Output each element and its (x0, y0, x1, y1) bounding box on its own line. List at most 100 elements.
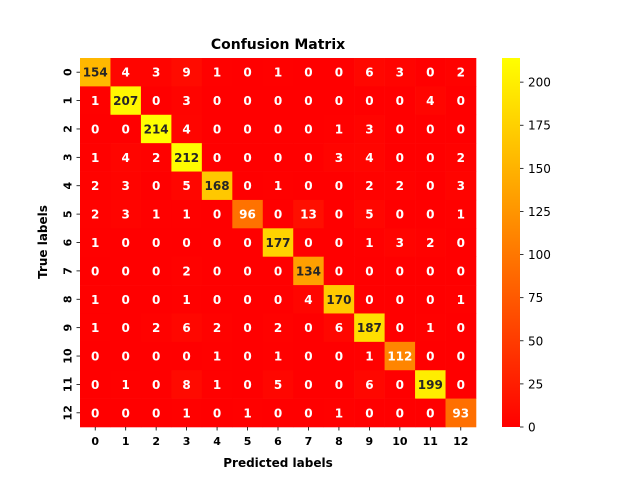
x-tick-label-0: 0 (91, 435, 99, 448)
cell-value-0-3: 9 (182, 66, 190, 80)
heatmap-cell-4-9 (354, 171, 385, 201)
heatmap-cell-0-11 (415, 58, 446, 87)
y-tick-label-1: 1 (62, 97, 75, 105)
heatmap-cell-9-11 (415, 313, 446, 343)
heatmap-cell-10-2 (140, 341, 172, 371)
cell-value-12-11: 0 (426, 406, 434, 420)
cell-value-5-12: 1 (457, 208, 465, 222)
cell-value-3-9: 4 (365, 151, 373, 165)
cell-value-12-8: 1 (335, 406, 343, 420)
cell-value-2-9: 3 (365, 122, 373, 136)
cell-value-11-9: 6 (365, 378, 373, 392)
colorbar-tick-label-150: 150 (528, 162, 551, 176)
heatmap-cell-0-7 (293, 58, 324, 87)
heatmap-cell-2-12 (445, 114, 477, 144)
heatmap-cell-9-0 (80, 313, 111, 343)
heatmap-cell-0-6 (262, 58, 294, 87)
heatmap-cell-10-6 (262, 341, 294, 371)
heatmap-cell-5-2 (140, 199, 172, 229)
heatmap-cell-8-12 (445, 285, 477, 314)
y-tick-label-9: 9 (62, 324, 75, 332)
heatmap-cell-12-3 (171, 398, 203, 428)
cell-value-10-7: 0 (304, 350, 312, 364)
cell-value-5-10: 0 (396, 208, 404, 222)
heatmap-cell-3-7 (293, 143, 324, 172)
cell-value-6-11: 2 (426, 236, 434, 250)
colorbar-tick-label-125: 125 (528, 205, 551, 219)
cell-value-3-12: 2 (457, 151, 465, 165)
cell-value-9-12: 0 (457, 321, 465, 335)
y-tick-label-7: 7 (62, 267, 75, 275)
cell-value-3-0: 1 (91, 151, 99, 165)
heatmap-cell-0-3 (171, 58, 203, 87)
cell-value-4-3: 5 (182, 179, 190, 193)
cell-value-7-9: 0 (365, 264, 373, 278)
cell-value-2-5: 0 (243, 122, 251, 136)
cell-value-12-5: 1 (243, 406, 251, 420)
heatmap-cell-2-0 (80, 114, 111, 144)
cell-value-3-10: 0 (396, 151, 404, 165)
y-tick-label-2: 2 (62, 125, 75, 133)
heatmap-cell-4-4 (201, 171, 233, 201)
cell-value-5-8: 0 (335, 208, 343, 222)
cell-value-2-10: 0 (396, 122, 404, 136)
heatmap-cell-3-6 (262, 143, 294, 172)
heatmap-cell-3-10 (384, 143, 416, 172)
heatmap-cell-10-4 (201, 341, 233, 371)
y-tick-label-11: 11 (62, 377, 75, 392)
heatmap-cell-6-3 (171, 228, 203, 257)
heatmap-cell-9-1 (110, 313, 142, 343)
cell-value-7-11: 0 (426, 264, 434, 278)
cell-value-5-3: 1 (182, 208, 190, 222)
heatmap-cell-2-4 (201, 114, 233, 144)
cell-value-10-2: 0 (152, 350, 160, 364)
heatmap-cell-10-3 (171, 341, 203, 371)
cell-value-0-8: 0 (335, 66, 343, 80)
heatmap-cell-0-9 (354, 58, 385, 87)
cell-value-5-4: 0 (213, 208, 221, 222)
colorbar-tick-label-75: 75 (528, 291, 543, 305)
heatmap-cell-11-9 (354, 370, 385, 399)
heatmap-cell-1-8 (323, 86, 355, 116)
heatmap-cell-1-10 (384, 86, 416, 116)
heatmap-cell-11-6 (262, 370, 294, 399)
cell-value-5-0: 2 (91, 208, 99, 222)
cell-value-5-5: 96 (239, 208, 256, 222)
x-tick-label-6: 6 (274, 435, 282, 448)
cell-value-9-3: 6 (182, 321, 190, 335)
heatmap-cell-5-3 (171, 199, 203, 229)
heatmap-cell-1-3 (171, 86, 203, 116)
heatmap-cell-5-5 (232, 199, 264, 229)
cell-value-6-10: 3 (396, 236, 404, 250)
heatmap-cell-2-9 (354, 114, 385, 144)
cell-value-11-5: 0 (243, 378, 251, 392)
heatmap-cell-1-7 (293, 86, 324, 116)
cell-value-3-5: 0 (243, 151, 251, 165)
heatmap-cell-8-5 (232, 285, 264, 314)
cell-value-9-0: 1 (91, 321, 99, 335)
cell-value-9-2: 2 (152, 321, 160, 335)
heatmap-cell-8-3 (171, 285, 203, 314)
cell-value-8-1: 0 (122, 293, 130, 307)
heatmap-cell-1-4 (201, 86, 233, 116)
heatmap-cell-12-11 (415, 398, 446, 428)
heatmap-cell-7-6 (262, 256, 294, 286)
heatmap-cell-4-3 (171, 171, 203, 201)
heatmap-cell-1-9 (354, 86, 385, 116)
heatmap-cell-5-4 (201, 199, 233, 229)
y-tick-label-8: 8 (62, 295, 75, 303)
heatmap-cell-2-2 (140, 114, 172, 144)
heatmap-cell-3-1 (110, 143, 142, 172)
heatmap-cell-12-6 (262, 398, 294, 428)
cell-value-11-4: 1 (213, 378, 221, 392)
cell-value-9-4: 2 (213, 321, 221, 335)
heatmap-cell-9-2 (140, 313, 172, 343)
heatmap-cell-3-3 (171, 143, 203, 172)
heatmap-cell-5-7 (293, 199, 324, 229)
cell-value-9-5: 0 (243, 321, 251, 335)
heatmap-cell-10-12 (445, 341, 477, 371)
heatmap-cell-0-10 (384, 58, 416, 87)
cell-value-10-11: 0 (426, 350, 434, 364)
cell-value-8-5: 0 (243, 293, 251, 307)
